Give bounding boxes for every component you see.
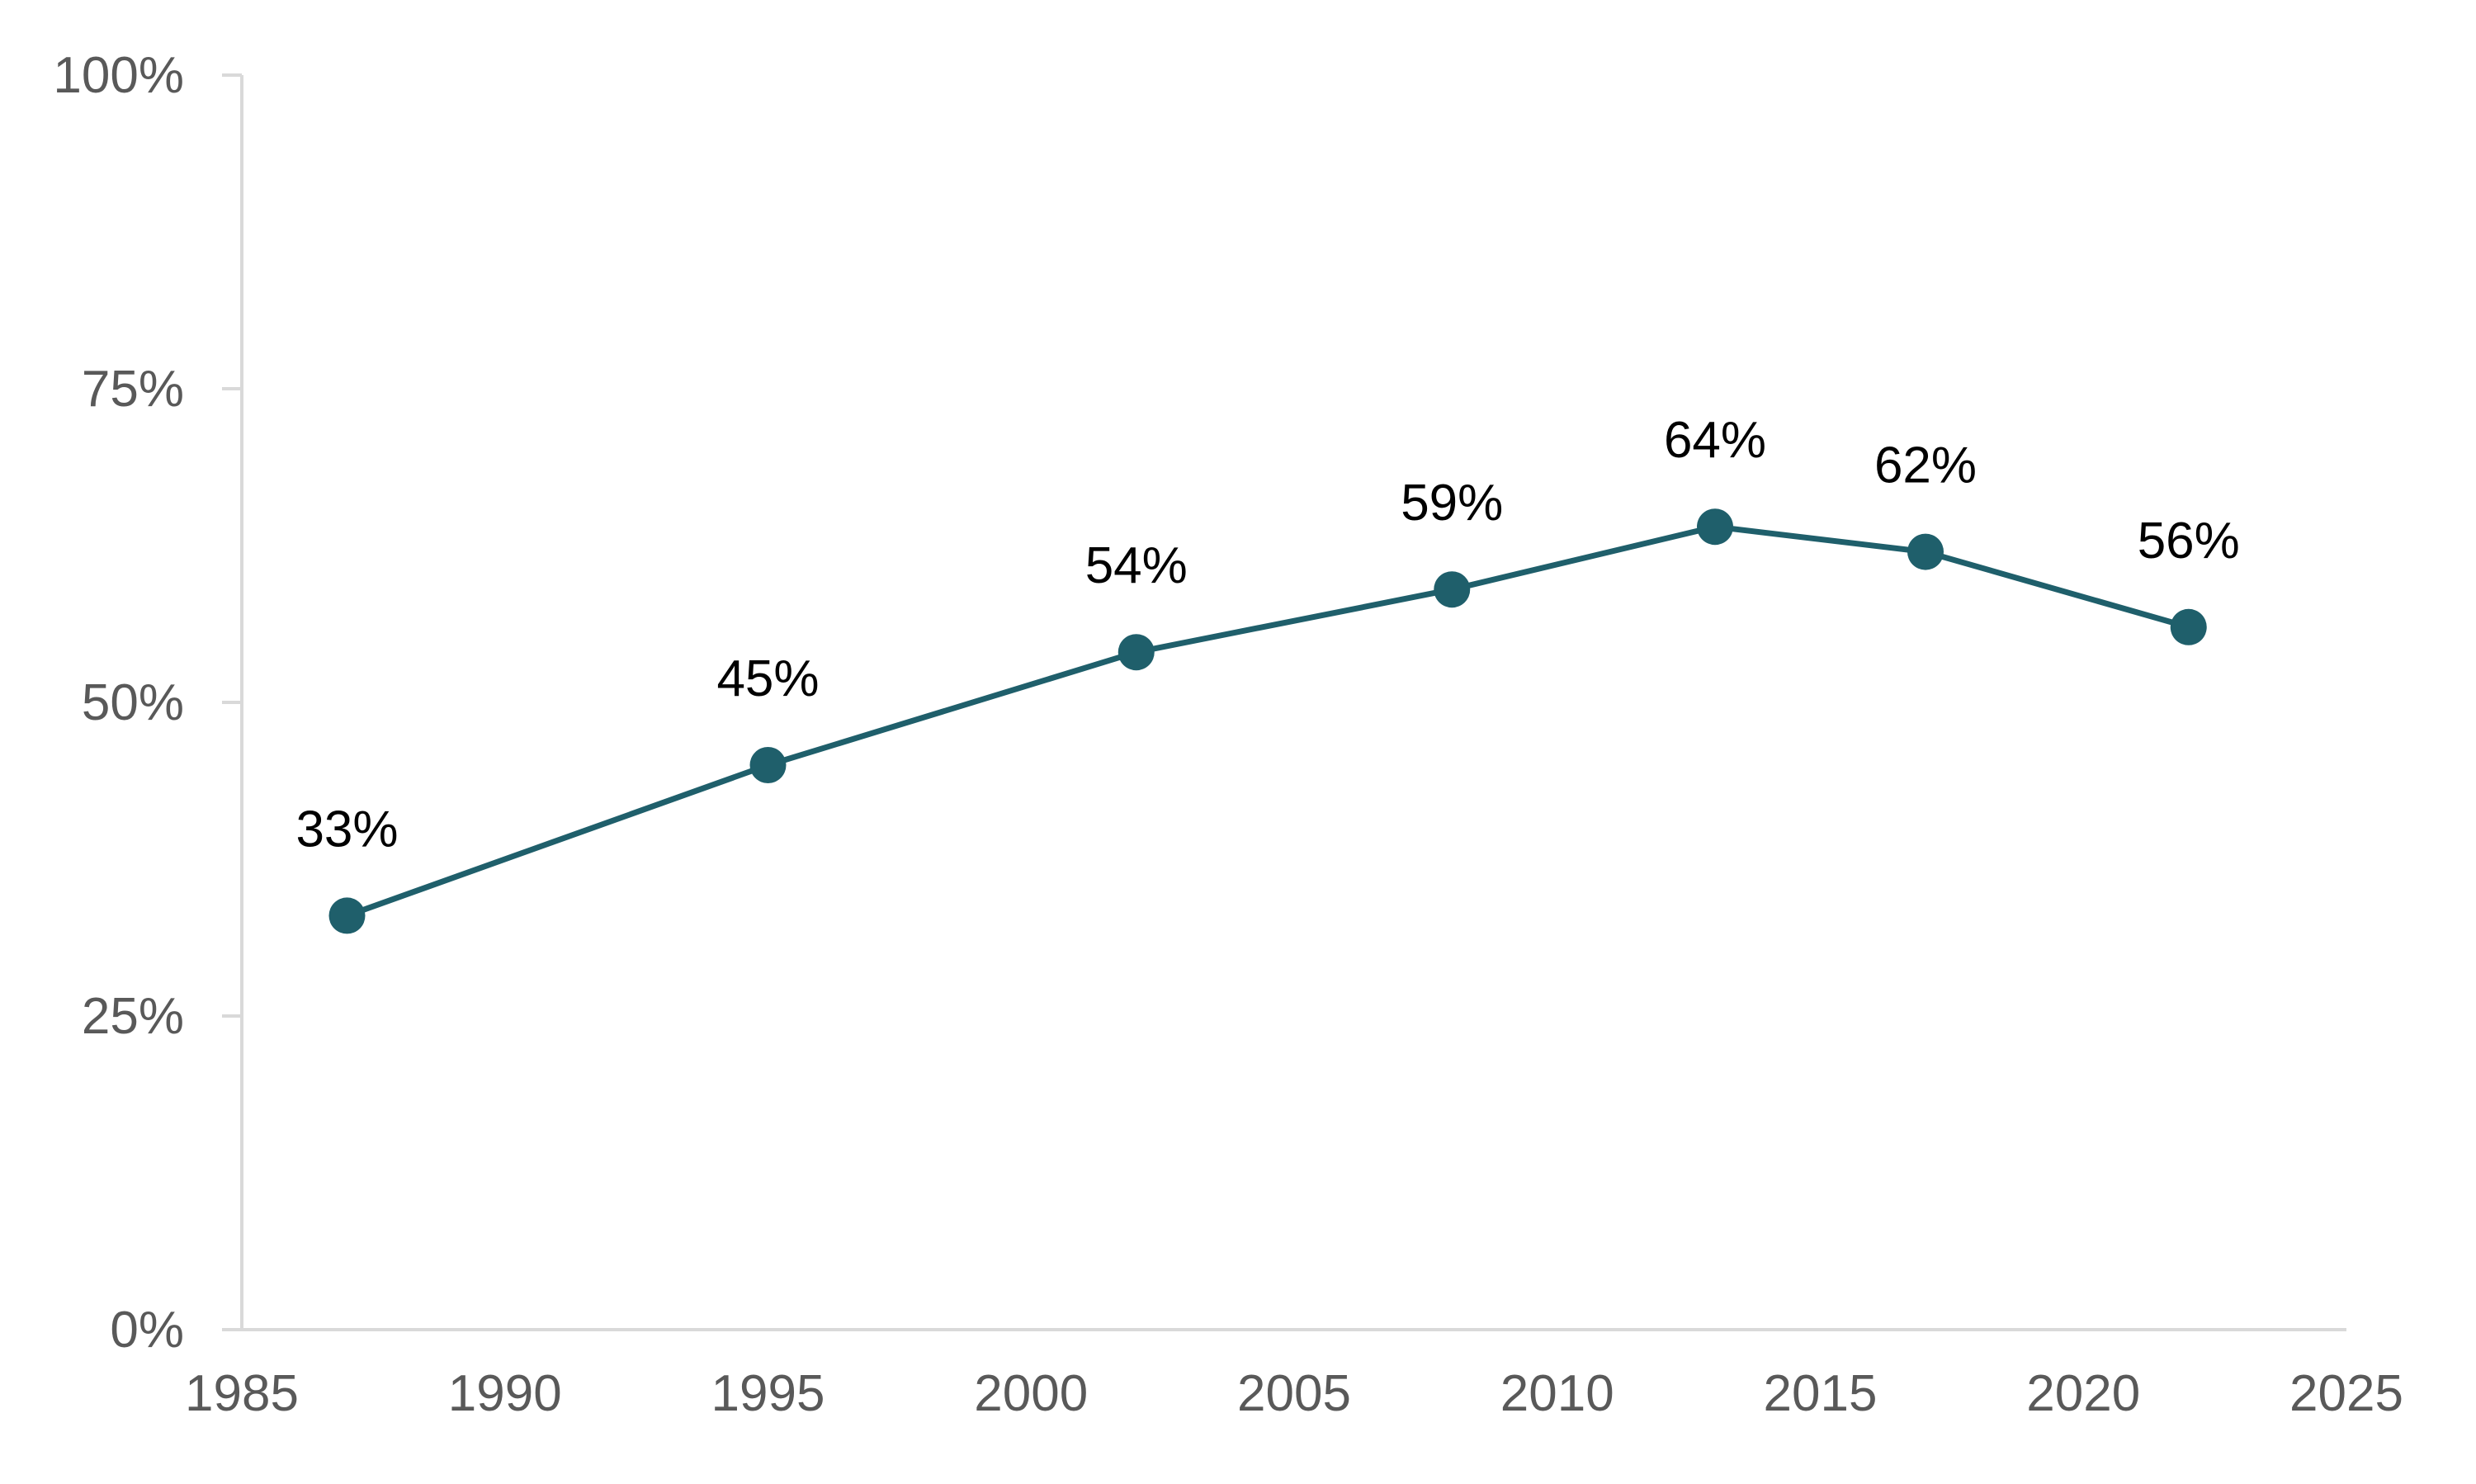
data-point [1118, 634, 1155, 671]
data-label: 59% [1401, 475, 1503, 532]
data-point [328, 897, 366, 934]
data-label: 64% [1664, 412, 1766, 469]
x-tick-label: 2000 [974, 1365, 1088, 1422]
data-label: 45% [716, 650, 819, 707]
data-point [749, 747, 787, 783]
x-tick-label: 1985 [185, 1365, 299, 1422]
x-tick-label: 2020 [2026, 1365, 2140, 1422]
axes [222, 73, 2346, 1331]
x-tick-label: 2005 [1237, 1365, 1351, 1422]
data-labels: 33% 45% 54% 59% 64% 62% 56% [295, 412, 2239, 858]
series [328, 508, 2207, 934]
data-label: 62% [1874, 437, 1977, 494]
series-line [346, 523, 2190, 919]
x-tick-label: 2025 [2289, 1365, 2403, 1422]
data-point [2170, 608, 2207, 645]
y-tick-label: 100% [53, 47, 184, 104]
y-tick-label: 75% [82, 361, 184, 418]
y-tick-label: 25% [82, 988, 184, 1045]
data-point [1697, 508, 1733, 546]
data-point [1434, 571, 1471, 608]
data-label: 54% [1085, 537, 1188, 594]
x-tick-label: 2015 [1764, 1365, 1878, 1422]
data-label: 56% [2138, 513, 2240, 569]
x-tick-label: 1995 [711, 1365, 825, 1422]
data-point [1907, 533, 1944, 570]
y-tick-label: 50% [82, 674, 184, 731]
x-tick-label: 1990 [448, 1365, 562, 1422]
y-tick-label: 0% [110, 1302, 184, 1359]
data-label: 33% [295, 801, 398, 858]
tick-labels: 0% 25% 50% 75% 100% 1985 1990 1995 2000 2005 2010 2… [53, 47, 2403, 1422]
x-tick-label: 2010 [1500, 1365, 1614, 1422]
